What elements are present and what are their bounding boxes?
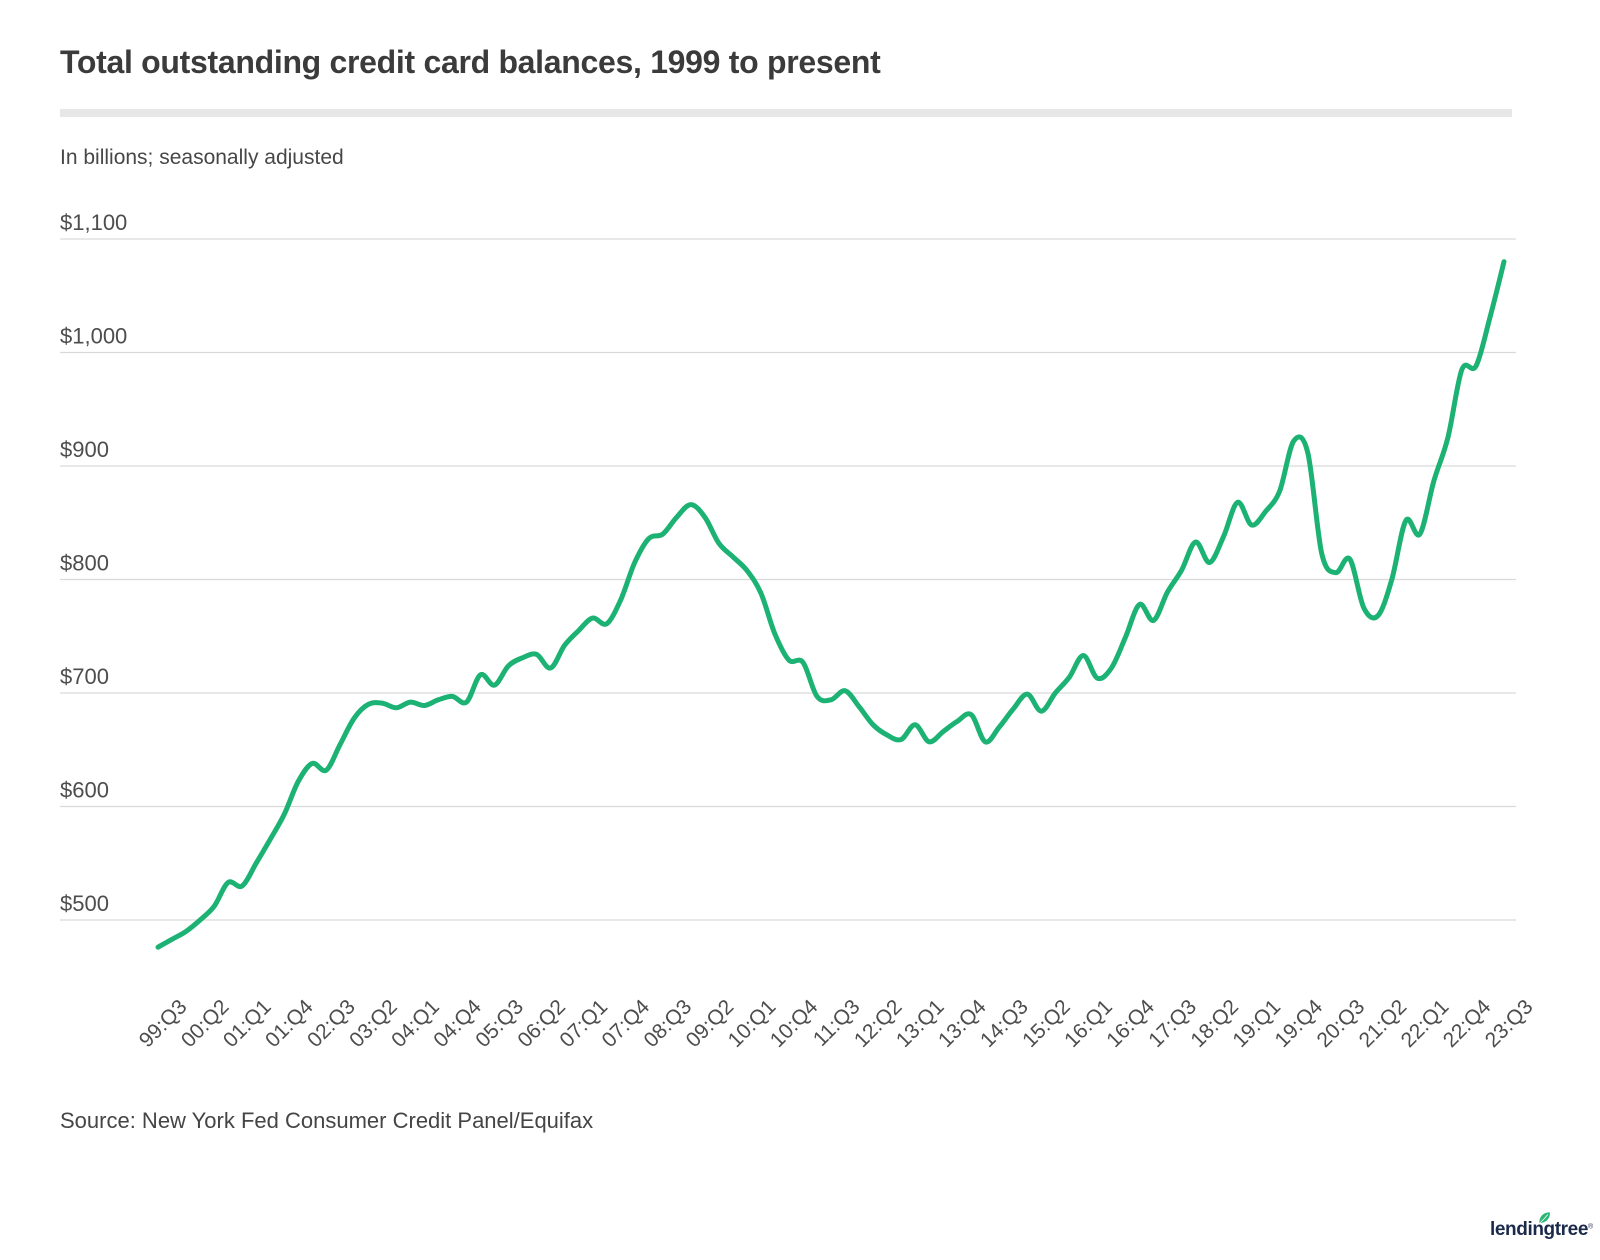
y-axis-tick-label: $500 — [60, 891, 109, 916]
x-axis-tick-label: 02:Q3 — [303, 995, 360, 1052]
x-axis-tick-label: 99:Q3 — [135, 995, 192, 1052]
x-axis-tick-label: 13:Q1 — [892, 995, 949, 1052]
x-axis-tick-label: 12:Q2 — [850, 995, 907, 1052]
x-axis-tick-label: 19:Q1 — [1228, 995, 1285, 1052]
x-axis-tick-label: 22:Q1 — [1397, 995, 1454, 1052]
x-axis-tick-label: 21:Q2 — [1355, 995, 1412, 1052]
source-note: Source: New York Fed Consumer Credit Pan… — [60, 1108, 594, 1133]
leaf-icon — [1539, 1212, 1550, 1224]
y-axis-tick-label: $700 — [60, 664, 109, 689]
x-axis-tick-label: 09:Q2 — [682, 995, 739, 1052]
x-axis-tick-label: 16:Q1 — [1060, 995, 1117, 1052]
x-axis-tick-label: 08:Q3 — [640, 995, 697, 1052]
x-axis-tick-label: 10:Q4 — [766, 995, 823, 1052]
x-axis-tick-label: 14:Q3 — [976, 995, 1033, 1052]
x-axis-tick-label: 23:Q3 — [1481, 995, 1538, 1052]
y-axis-tick-label: $900 — [60, 437, 109, 462]
lendingtree-logo: lendingtree® — [1490, 1212, 1594, 1241]
x-axis-tick-label: 01:Q1 — [219, 995, 276, 1052]
x-axis-tick-label: 03:Q2 — [345, 995, 402, 1052]
page-title: Total outstanding credit card balances, … — [60, 44, 881, 80]
logo-text: lendingtree — [1490, 1219, 1589, 1240]
y-axis-tick-label: $1,100 — [60, 210, 127, 235]
title-divider — [60, 109, 1512, 117]
x-axis-tick-label: 00:Q2 — [177, 995, 234, 1052]
credit-card-balance-line — [155, 259, 1507, 950]
chart-subtitle: In billions; seasonally adjusted — [60, 146, 344, 169]
registered-mark: ® — [1588, 1223, 1594, 1231]
x-axis-tick-label: 04:Q1 — [387, 995, 444, 1052]
x-axis-tick-label: 07:Q1 — [555, 995, 612, 1052]
x-axis-tick-label: 20:Q3 — [1313, 995, 1370, 1052]
y-axis-tick-label: $800 — [60, 551, 109, 576]
x-axis-tick-label: 17:Q3 — [1144, 995, 1201, 1052]
x-axis-tick-label: 18:Q2 — [1186, 995, 1243, 1052]
x-axis-tick-label: 15:Q2 — [1018, 995, 1075, 1052]
x-axis-tick-label: 05:Q3 — [471, 995, 528, 1052]
y-axis-tick-label: $600 — [60, 778, 109, 803]
x-axis-tick-label: 10:Q1 — [724, 995, 781, 1052]
x-axis-tick-label: 06:Q2 — [513, 995, 570, 1052]
y-axis-tick-label: $1,000 — [60, 324, 127, 349]
